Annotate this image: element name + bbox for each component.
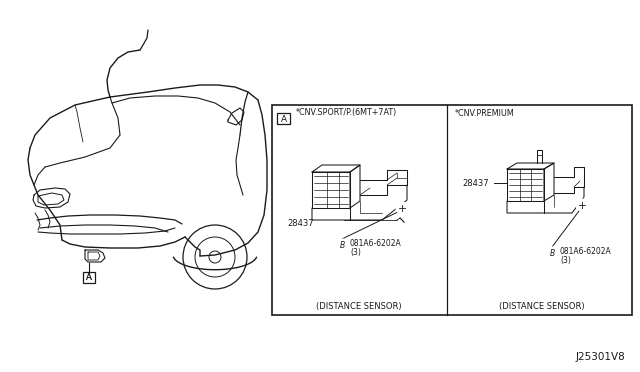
Bar [277, 113, 290, 124]
Text: 081A6-6202A: 081A6-6202A [350, 240, 402, 248]
Circle shape [546, 247, 558, 259]
Text: B: B [339, 241, 344, 250]
Text: *CNV.SPORT/P.(6MT+7AT): *CNV.SPORT/P.(6MT+7AT) [296, 109, 397, 118]
Text: (3): (3) [560, 257, 571, 266]
Text: *CNV.PREMIUM: *CNV.PREMIUM [455, 109, 515, 118]
Circle shape [336, 239, 348, 251]
Text: 28437: 28437 [287, 218, 314, 228]
Text: A: A [280, 115, 287, 124]
Circle shape [396, 202, 408, 214]
Text: J25301V8: J25301V8 [575, 352, 625, 362]
Text: A: A [86, 273, 92, 282]
Text: A: A [86, 273, 92, 282]
Text: (DISTANCE SENSOR): (DISTANCE SENSOR) [499, 302, 585, 311]
Circle shape [397, 223, 407, 233]
Text: (DISTANCE SENSOR): (DISTANCE SENSOR) [316, 302, 402, 311]
Text: 081A6-6202A: 081A6-6202A [560, 247, 612, 257]
Text: 28437: 28437 [462, 179, 488, 187]
Text: (3): (3) [350, 248, 361, 257]
Bar [83, 272, 95, 283]
Bar [272, 105, 632, 315]
Circle shape [576, 199, 588, 211]
Text: B: B [549, 248, 555, 257]
